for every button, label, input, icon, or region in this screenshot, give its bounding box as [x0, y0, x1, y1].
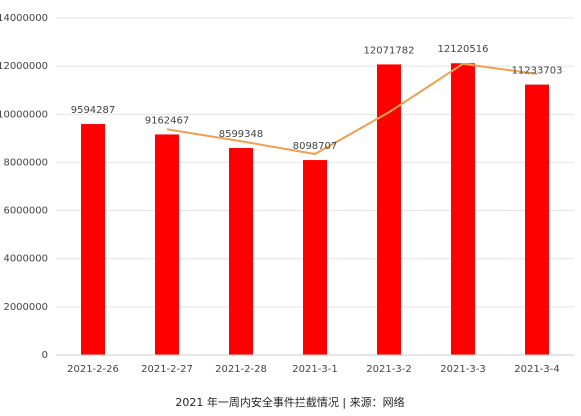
y-tick-label: 10000000 [0, 109, 48, 120]
bar [229, 148, 253, 355]
data-label: 12120516 [438, 44, 489, 55]
x-tick-label: 2021-3-1 [292, 364, 337, 375]
x-tick-label: 2021-2-28 [215, 364, 267, 375]
y-tick-label: 2000000 [3, 302, 48, 313]
y-tick-label: 14000000 [0, 13, 48, 24]
trend-line [166, 62, 538, 156]
data-label: 12071782 [364, 45, 415, 56]
data-label: 11233703 [512, 66, 563, 77]
x-tick-label: 2021-3-3 [440, 364, 485, 375]
data-label: 8599348 [219, 129, 264, 140]
y-tick-label: 6000000 [3, 206, 48, 217]
data-label: 8098707 [293, 141, 338, 152]
x-tick-label: 2021-3-2 [366, 364, 411, 375]
y-tick-label: 4000000 [3, 254, 48, 265]
bar [525, 84, 549, 356]
y-tick-label: 8000000 [3, 157, 48, 168]
y-tick-label: 0 [42, 350, 48, 361]
caption: 2021 年一周内安全事件拦截情况 | 来源：网络 [175, 395, 404, 409]
bar [451, 63, 475, 356]
x-tick-label: 2021-2-26 [67, 364, 119, 375]
bar [303, 160, 327, 355]
x-tick-label: 2021-2-27 [141, 364, 193, 375]
bar [155, 134, 179, 355]
data-label: 9594287 [71, 105, 116, 116]
bar [81, 124, 105, 355]
x-tick-label: 2021-3-4 [514, 364, 559, 375]
bar [377, 64, 401, 355]
y-tick-label: 12000000 [0, 61, 48, 72]
data-label: 9162467 [145, 115, 190, 126]
